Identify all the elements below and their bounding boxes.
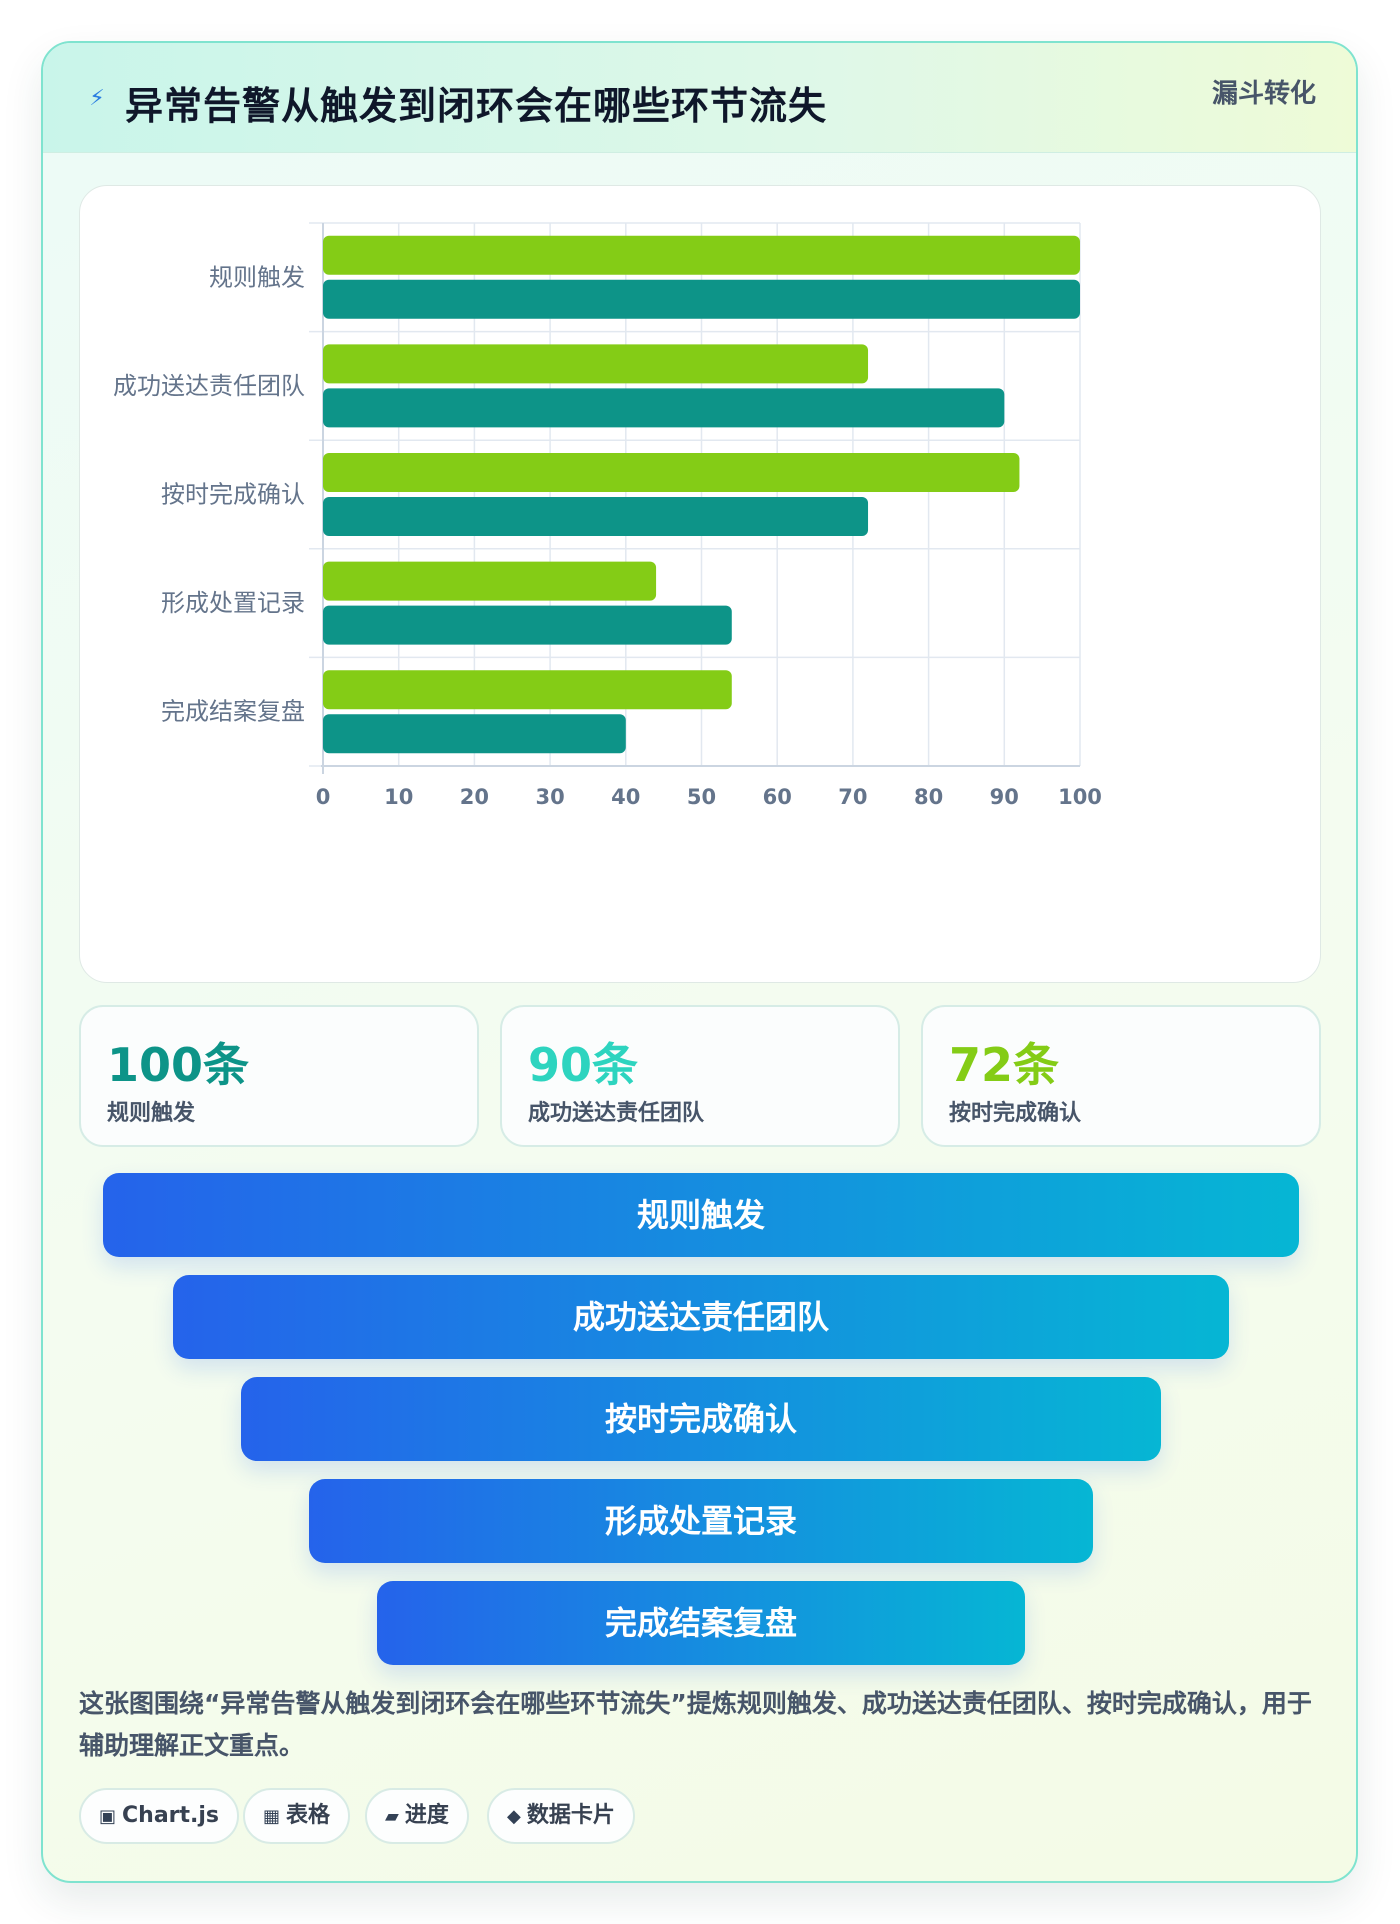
chart-description: 这张图围绕“异常告警从触发到闭环会在哪些环节流失”提炼规则触发、成功送达责任团队… bbox=[79, 1689, 1312, 1760]
report-card: ⚡ 异常告警从触发到闭环会在哪些环节流失 漏斗转化 0 10 20 30 40 50 60 7… bbox=[41, 41, 1358, 1883]
bar-b bbox=[323, 388, 1005, 428]
x-tick-label: 0 bbox=[316, 785, 331, 809]
y-category-label: 规则触发 bbox=[209, 263, 305, 291]
bar-chart-panel: 0 10 20 30 40 50 60 70 80 90 100 规则触发成功送达责任团队按时完成确认… bbox=[79, 185, 1321, 983]
bar-b bbox=[323, 605, 732, 645]
x-tick-label: 100 bbox=[1058, 785, 1102, 809]
x-tick-label: 70 bbox=[838, 785, 867, 809]
x-tick-label: 40 bbox=[611, 785, 640, 809]
stat-value: 100条 bbox=[107, 1038, 250, 1092]
bar-a bbox=[323, 670, 732, 710]
funnel-step-4: 形成处置记录 bbox=[309, 1479, 1093, 1563]
stat-card-2: 90条 成功送达责任团队 bbox=[500, 1005, 900, 1147]
bar-a bbox=[323, 561, 657, 601]
stat-label: 规则触发 bbox=[107, 1101, 196, 1126]
y-category-label: 形成处置记录 bbox=[161, 589, 305, 617]
stat-card-1: 100条 规则触发 bbox=[79, 1005, 479, 1147]
chart-icon: ▣ bbox=[99, 1806, 117, 1827]
stat-label: 按时完成确认 bbox=[949, 1101, 1082, 1126]
x-tick-label: 20 bbox=[460, 785, 489, 809]
lightning-icon: ⚡ bbox=[89, 86, 105, 111]
y-category-label: 按时完成确认 bbox=[161, 481, 305, 509]
funnel-step-3: 按时完成确认 bbox=[241, 1377, 1161, 1461]
funnel-step-1: 规则触发 bbox=[103, 1173, 1299, 1257]
tag-table[interactable]: ▦ 表格 bbox=[243, 1788, 351, 1844]
x-tick-label: 60 bbox=[763, 785, 792, 809]
funnel-badge: 漏斗转化 bbox=[1211, 79, 1316, 109]
stat-label: 成功送达责任团队 bbox=[528, 1101, 705, 1126]
tag-label: 进度 bbox=[404, 1803, 449, 1828]
y-category-label: 成功送达责任团队 bbox=[113, 372, 305, 400]
progress-icon: ▰ bbox=[385, 1806, 399, 1827]
tag-label: 数据卡片 bbox=[526, 1803, 615, 1828]
x-tick-label: 10 bbox=[384, 785, 413, 809]
tag-label: Chart.js bbox=[122, 1803, 220, 1828]
page-title: 异常告警从触发到闭环会在哪些环节流失 bbox=[125, 84, 828, 128]
x-tick-label: 80 bbox=[914, 785, 943, 809]
x-tick-label: 90 bbox=[990, 785, 1019, 809]
diamond-icon: ◆ bbox=[507, 1806, 521, 1827]
card-header: ⚡ 异常告警从触发到闭环会在哪些环节流失 漏斗转化 bbox=[43, 43, 1356, 153]
stat-value: 90条 bbox=[528, 1038, 639, 1092]
bar-b bbox=[323, 714, 626, 754]
stat-value: 72条 bbox=[949, 1038, 1060, 1092]
bar-a bbox=[323, 235, 1080, 275]
table-icon: ▦ bbox=[263, 1806, 281, 1827]
x-tick-label: 30 bbox=[535, 785, 564, 809]
bar-b bbox=[323, 279, 1080, 319]
tag-label: 表格 bbox=[286, 1803, 331, 1828]
funnel-step-5: 完成结案复盘 bbox=[377, 1581, 1025, 1665]
tag-progress[interactable]: ▰ 进度 bbox=[365, 1788, 469, 1844]
tag-chartjs[interactable]: ▣ Chart.js bbox=[79, 1788, 240, 1844]
funnel-step-2: 成功送达责任团队 bbox=[173, 1275, 1229, 1359]
bar-a bbox=[323, 453, 1020, 492]
tag-data-card[interactable]: ◆ 数据卡片 bbox=[487, 1788, 635, 1844]
stat-card-3: 72条 按时完成确认 bbox=[921, 1005, 1321, 1147]
bar-a bbox=[323, 344, 869, 384]
bar-b bbox=[323, 497, 869, 536]
horizontal-bar-chart: 0 10 20 30 40 50 60 70 80 90 100 规则触发成功送达责任团队按时完成确认… bbox=[113, 222, 1102, 809]
x-tick-label: 50 bbox=[687, 785, 716, 809]
y-category-label: 完成结案复盘 bbox=[161, 698, 305, 726]
